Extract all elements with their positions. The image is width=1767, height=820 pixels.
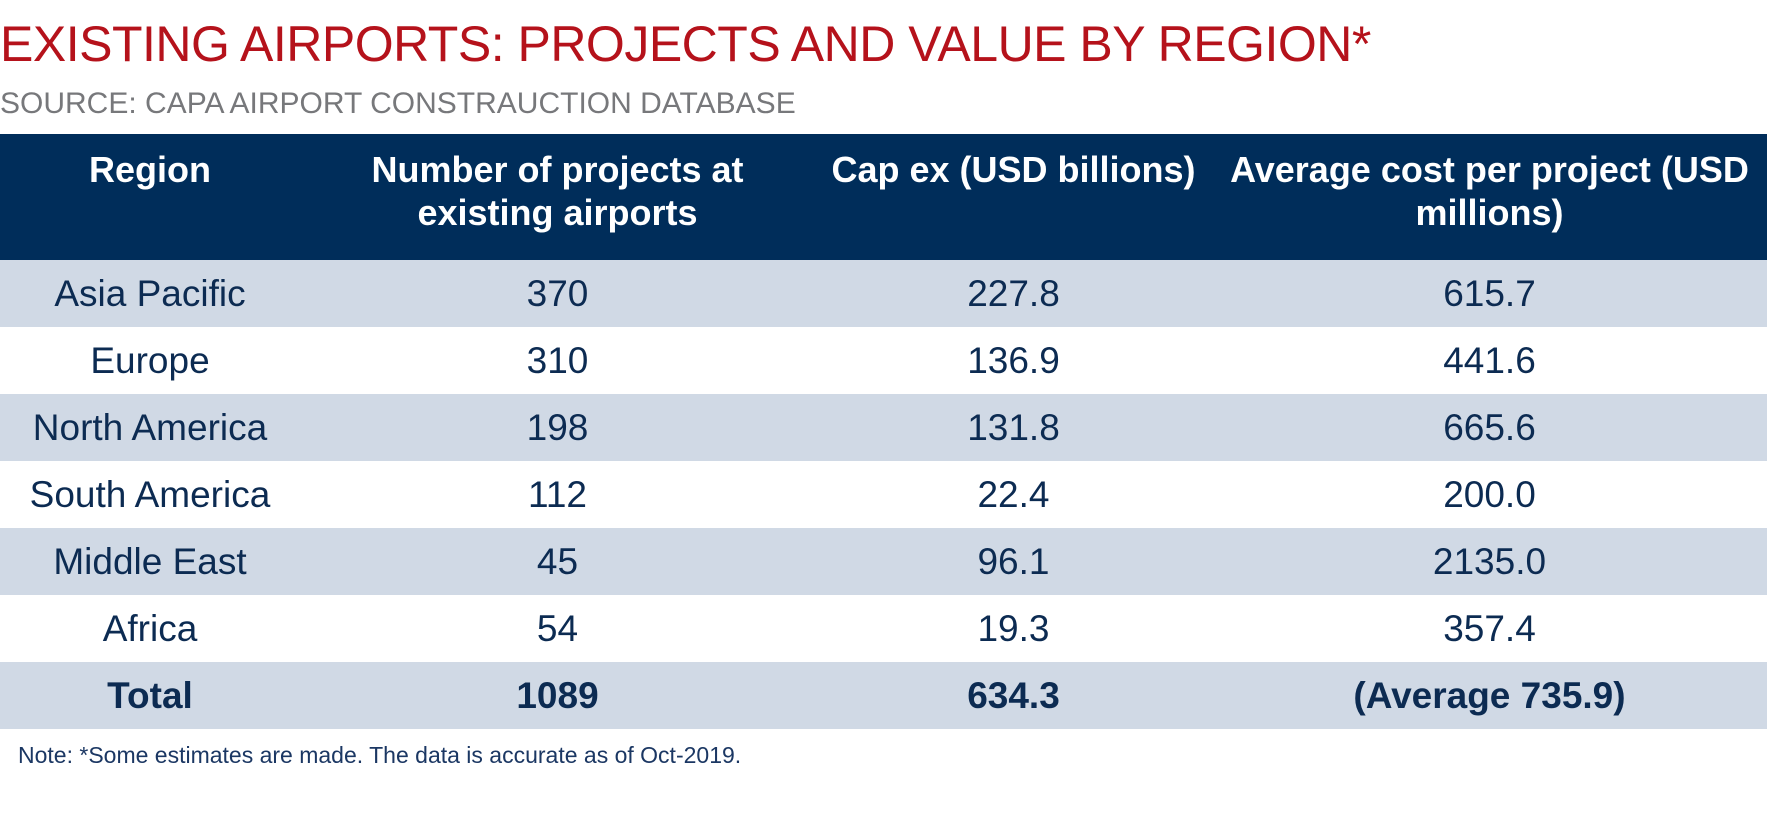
- table-row: South America 112 22.4 200.0: [0, 461, 1767, 528]
- cell-region: South America: [29, 473, 271, 515]
- cell-average-cost: 357.4: [1443, 607, 1536, 649]
- cell-region: Asia Pacific: [54, 272, 246, 314]
- footnote: Note: *Some estimates are made. The data…: [18, 742, 742, 768]
- header-row: Region Number of projects at existing ai…: [0, 134, 1767, 260]
- cell-average-cost: 2135.0: [1432, 540, 1547, 582]
- table-body: Asia Pacific 370 227.8 615.7 Europe 310 …: [0, 260, 1767, 729]
- cell-region: Africa: [102, 607, 198, 649]
- cell-average-cost: 615.7: [1443, 272, 1536, 314]
- cell-projects: 198: [526, 406, 589, 448]
- table-header: Region Number of projects at existing ai…: [0, 134, 1767, 260]
- cell-average-cost: 200.0: [1443, 473, 1536, 515]
- cell-projects: 112: [528, 473, 587, 515]
- column-header-projects: Number of projects at existing airports: [371, 149, 744, 234]
- cell-capex: 96.1: [977, 540, 1050, 582]
- cell-average-cost: 665.6: [1443, 406, 1536, 448]
- cell-region: North America: [32, 406, 268, 448]
- cell-capex: 22.4: [977, 473, 1050, 515]
- cell-projects: 310: [526, 339, 589, 381]
- total-capex: 634.3: [967, 674, 1060, 716]
- total-average-cost: (Average 735.9): [1353, 674, 1626, 716]
- cell-projects: 45: [536, 540, 579, 582]
- cell-projects: 370: [526, 272, 589, 314]
- column-header-capex: Cap ex (USD billions): [831, 149, 1196, 190]
- cell-capex: 19.3: [977, 607, 1050, 649]
- chart-title: EXISTING AIRPORTS: PROJECTS AND VALUE BY…: [0, 16, 1371, 72]
- column-header-average-cost: Average cost per project (USD millions): [1230, 149, 1749, 234]
- cell-region: Europe: [90, 339, 210, 381]
- table-row: North America 198 131.8 665.6: [0, 394, 1767, 461]
- table-row: Middle East 45 96.1 2135.0: [0, 528, 1767, 595]
- total-projects: 1089: [516, 674, 599, 716]
- cell-capex: 136.9: [967, 339, 1060, 381]
- cell-average-cost: 441.6: [1443, 339, 1536, 381]
- column-header-region: Region: [89, 149, 211, 190]
- cell-capex: 131.8: [967, 406, 1060, 448]
- cell-region: Middle East: [53, 540, 247, 582]
- total-row: Total 1089 634.3 (Average 735.9): [0, 662, 1767, 729]
- table-row: Africa 54 19.3 357.4: [0, 595, 1767, 662]
- table-row: Europe 310 136.9 441.6: [0, 327, 1767, 394]
- data-table: Region Number of projects at existing ai…: [0, 134, 1767, 729]
- cell-projects: 54: [536, 607, 579, 649]
- total-label: Total: [107, 674, 193, 716]
- chart-subtitle: SOURCE: CAPA AIRPORT CONSTRAUCTION DATAB…: [0, 87, 796, 120]
- table-row: Asia Pacific 370 227.8 615.7: [0, 260, 1767, 327]
- cell-capex: 227.8: [967, 272, 1060, 314]
